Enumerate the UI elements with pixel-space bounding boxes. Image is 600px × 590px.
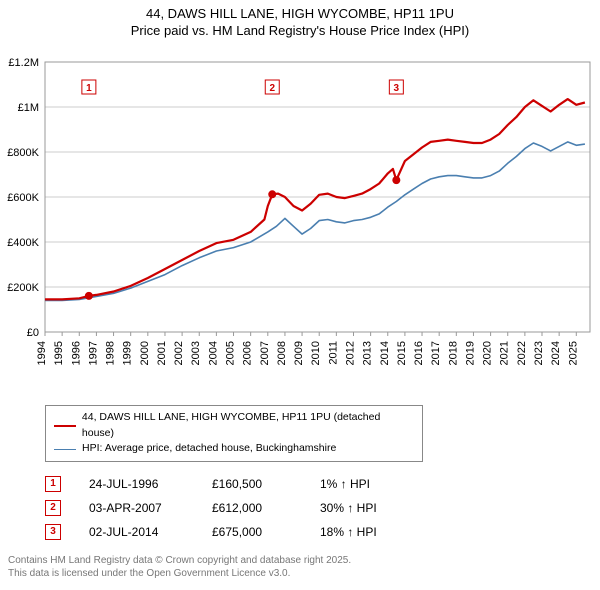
svg-text:1999: 1999: [122, 341, 134, 365]
svg-text:£1M: £1M: [18, 102, 39, 114]
svg-text:2003: 2003: [190, 341, 202, 365]
svg-text:£400K: £400K: [7, 237, 39, 249]
legend-label: 44, DAWS HILL LANE, HIGH WYCOMBE, HP11 1…: [82, 410, 414, 442]
footnote: Contains HM Land Registry data © Crown c…: [8, 554, 600, 580]
svg-text:1996: 1996: [70, 341, 82, 365]
sale-marker-label-2: 2: [269, 83, 275, 94]
svg-text:2008: 2008: [276, 341, 288, 365]
chart-svg: £0 £200K £400K £600K £800K £1M £1.2M 1994 1995 19…: [0, 44, 600, 399]
svg-text:£800K: £800K: [7, 147, 39, 159]
sale-hpi: 18% ↑ HPI: [320, 525, 410, 539]
svg-text:2007: 2007: [259, 341, 271, 365]
svg-text:2023: 2023: [533, 341, 545, 365]
svg-text:2004: 2004: [207, 341, 219, 365]
sales-row: 1 24-JUL-1996 £160,500 1% ↑ HPI: [45, 472, 600, 496]
legend-label: HPI: Average price, detached house, Buck…: [82, 441, 336, 457]
svg-text:2001: 2001: [156, 341, 168, 365]
legend-item: HPI: Average price, detached house, Buck…: [54, 441, 414, 457]
svg-text:£0: £0: [27, 327, 39, 339]
svg-text:2021: 2021: [499, 341, 511, 365]
sale-dot-2: [268, 190, 276, 198]
svg-text:2006: 2006: [242, 341, 254, 365]
svg-text:1995: 1995: [53, 341, 65, 365]
svg-text:2005: 2005: [225, 341, 237, 365]
legend-item: 44, DAWS HILL LANE, HIGH WYCOMBE, HP11 1…: [54, 410, 414, 442]
legend-swatch: [54, 425, 76, 427]
footnote-line-2: This data is licensed under the Open Gov…: [8, 567, 600, 580]
sale-hpi: 30% ↑ HPI: [320, 501, 410, 515]
svg-text:2022: 2022: [516, 341, 528, 365]
svg-text:2024: 2024: [550, 341, 562, 365]
sale-index-box: 3: [45, 524, 61, 540]
svg-text:2002: 2002: [173, 341, 185, 365]
sale-date: 03-APR-2007: [89, 501, 184, 515]
chart-plot-area: £0 £200K £400K £600K £800K £1M £1.2M 1994 1995 19…: [0, 44, 600, 399]
svg-text:2016: 2016: [413, 341, 425, 365]
svg-text:1998: 1998: [105, 341, 117, 365]
sale-price: £675,000: [212, 525, 292, 539]
legend: 44, DAWS HILL LANE, HIGH WYCOMBE, HP11 1…: [45, 405, 423, 462]
series-price-paid: [45, 99, 585, 299]
chart-title: 44, DAWS HILL LANE, HIGH WYCOMBE, HP11 1…: [0, 0, 600, 44]
sale-index-box: 2: [45, 500, 61, 516]
sale-dot-3: [392, 176, 400, 184]
svg-text:£600K: £600K: [7, 192, 39, 204]
legend-swatch: [54, 449, 76, 450]
title-line-1: 44, DAWS HILL LANE, HIGH WYCOMBE, HP11 1…: [0, 6, 600, 23]
sale-hpi: 1% ↑ HPI: [320, 477, 410, 491]
chart-container: 44, DAWS HILL LANE, HIGH WYCOMBE, HP11 1…: [0, 0, 600, 580]
svg-text:£200K: £200K: [7, 282, 39, 294]
svg-text:2009: 2009: [293, 341, 305, 365]
sale-marker-label-3: 3: [394, 83, 400, 94]
svg-text:2018: 2018: [447, 341, 459, 365]
footnote-line-1: Contains HM Land Registry data © Crown c…: [8, 554, 600, 567]
svg-text:2019: 2019: [464, 341, 476, 365]
svg-text:2015: 2015: [396, 341, 408, 365]
sale-price: £160,500: [212, 477, 292, 491]
svg-text:2000: 2000: [139, 341, 151, 365]
sales-row: 3 02-JUL-2014 £675,000 18% ↑ HPI: [45, 520, 600, 544]
svg-text:2025: 2025: [567, 341, 579, 365]
sale-price: £612,000: [212, 501, 292, 515]
svg-text:2020: 2020: [482, 341, 494, 365]
svg-text:2010: 2010: [310, 341, 322, 365]
svg-text:2013: 2013: [362, 341, 374, 365]
sales-table: 1 24-JUL-1996 £160,500 1% ↑ HPI 2 03-APR-2007…: [45, 472, 600, 544]
svg-text:£1.2M: £1.2M: [8, 57, 39, 69]
sales-row: 2 03-APR-2007 £612,000 30% ↑ HPI: [45, 496, 600, 520]
svg-text:2012: 2012: [344, 341, 356, 365]
title-line-2: Price paid vs. HM Land Registry's House …: [0, 23, 600, 40]
series-hpi: [45, 142, 585, 301]
sale-marker-label-1: 1: [86, 83, 92, 94]
svg-text:1994: 1994: [36, 341, 48, 365]
svg-text:2014: 2014: [379, 341, 391, 365]
svg-text:2017: 2017: [430, 341, 442, 365]
sale-date: 02-JUL-2014: [89, 525, 184, 539]
svg-text:2011: 2011: [327, 341, 339, 365]
svg-text:1997: 1997: [87, 341, 99, 365]
sale-dot-1: [85, 292, 93, 300]
sale-index-box: 1: [45, 476, 61, 492]
sale-date: 24-JUL-1996: [89, 477, 184, 491]
